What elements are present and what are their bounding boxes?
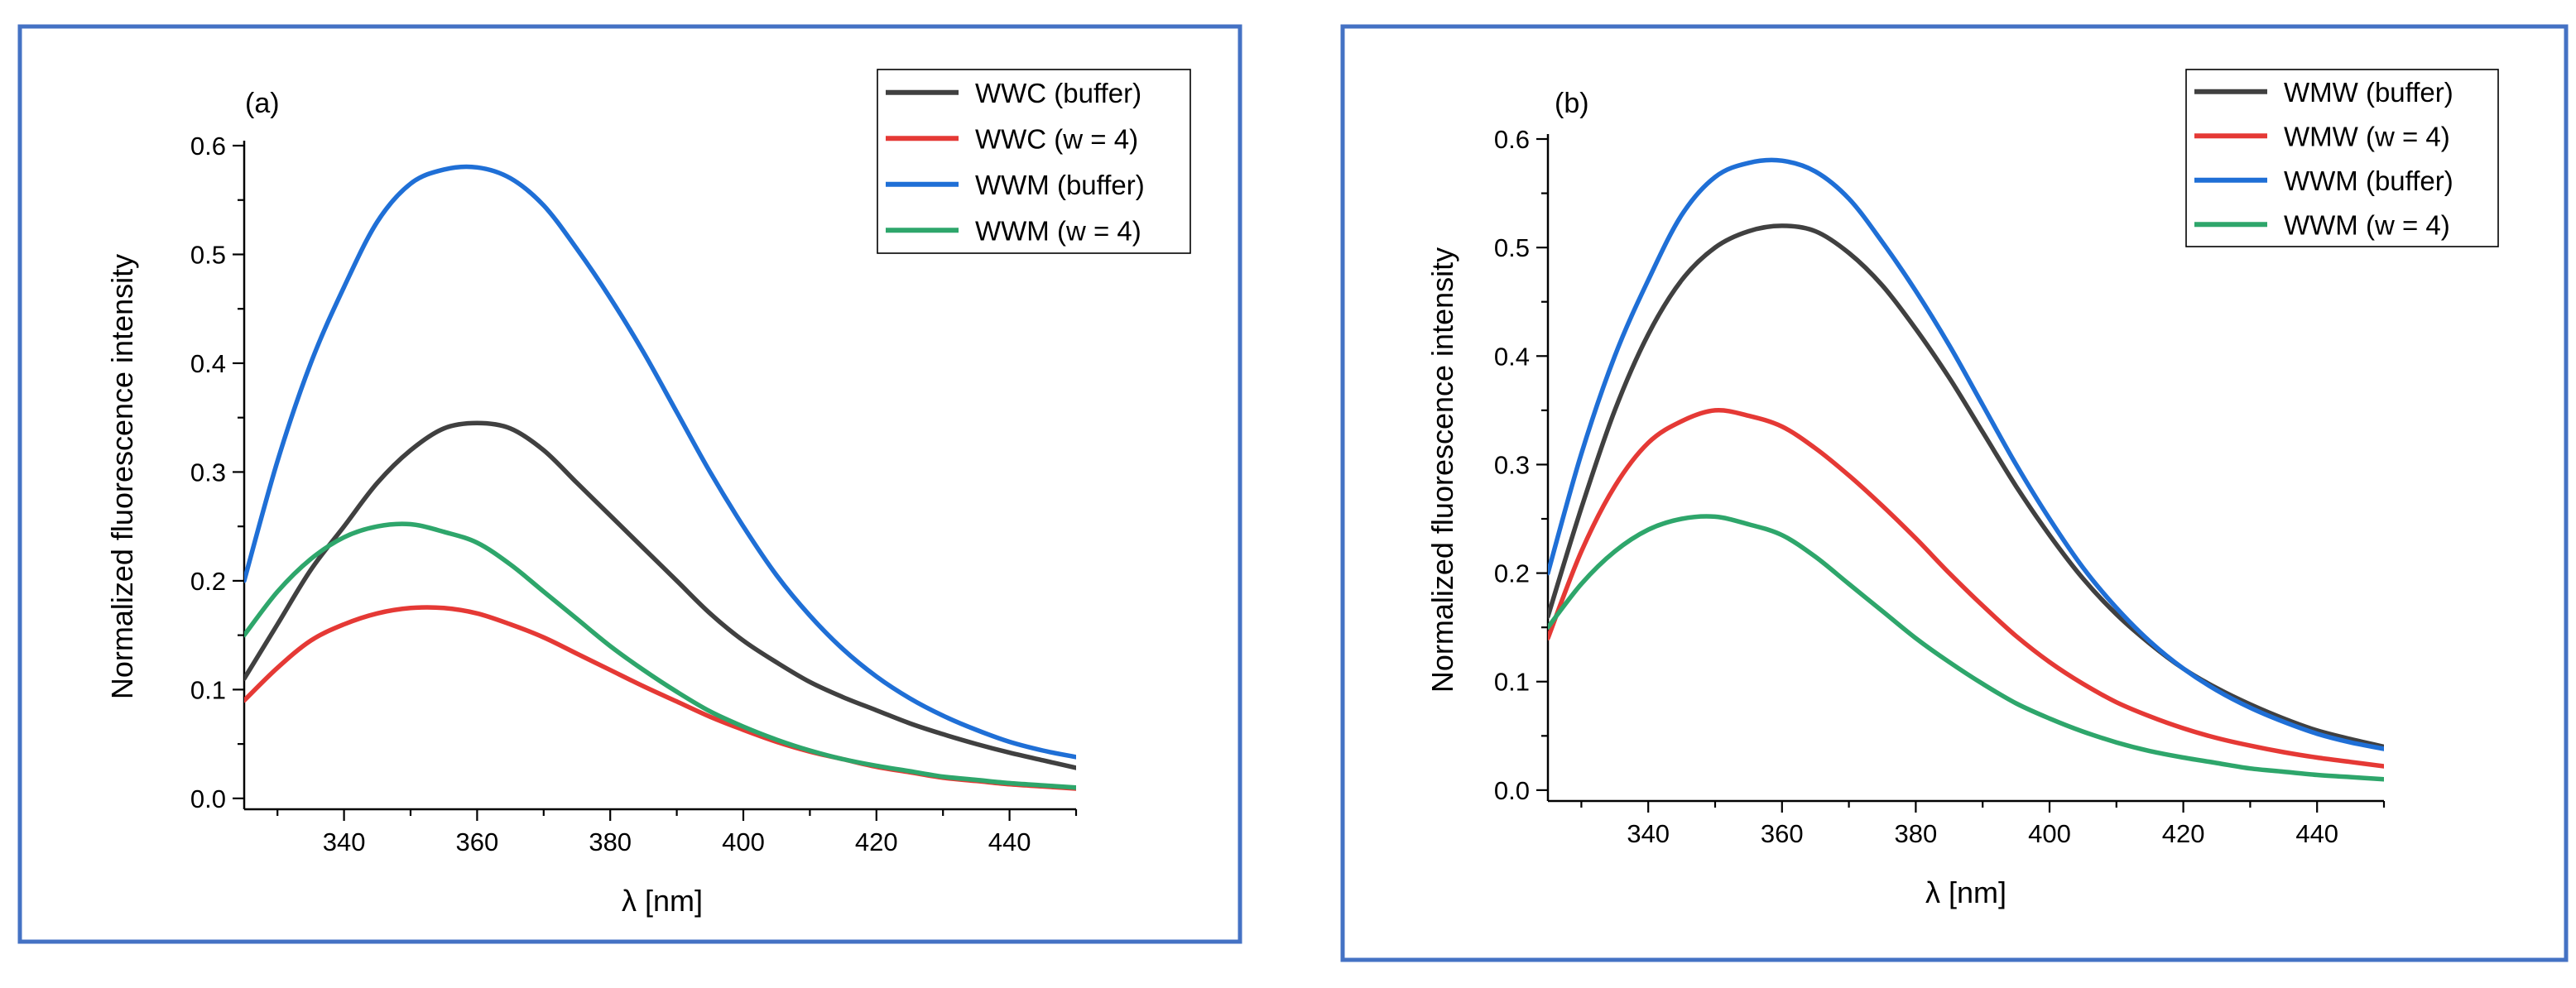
x-tick-label: 400 [722, 827, 765, 856]
legend-label: WWM (w = 4) [975, 215, 1141, 246]
y-tick-label: 0.2 [1494, 559, 1530, 588]
legend-label: WWC (w = 4) [975, 123, 1138, 154]
y-tick-label: 0.5 [1494, 233, 1530, 262]
y-tick-label: 0.1 [1494, 668, 1530, 697]
x-tick-label: 360 [1761, 819, 1804, 848]
y-tick-label: 0.4 [1494, 342, 1530, 371]
legend-label: WWM (buffer) [2284, 165, 2453, 196]
x-tick-label: 420 [2162, 819, 2205, 848]
legend-label: WWM (buffer) [975, 170, 1145, 200]
y-axis-title: Normalized fluorescence intensity [105, 254, 139, 699]
y-tick-label: 0.0 [1494, 776, 1530, 805]
series-line [244, 164, 1076, 760]
panel-label: (b) [1555, 88, 1589, 119]
series-line [1548, 514, 2384, 782]
series-line [244, 420, 1076, 770]
x-tick-label: 440 [988, 827, 1031, 856]
legend-box [877, 69, 1191, 254]
x-tick-label: 340 [323, 827, 366, 856]
x-axis-title: λ [nm] [1925, 875, 2006, 909]
panel-label: (a) [245, 88, 280, 119]
y-tick-label: 0.4 [190, 349, 226, 378]
y-tick-label: 0.3 [1494, 450, 1530, 479]
y-tick-label: 0.6 [190, 132, 226, 161]
series-line [1548, 157, 2384, 751]
legend-box [2185, 69, 2499, 247]
x-tick-label: 400 [2028, 819, 2071, 848]
x-axis-title: λ [nm] [622, 884, 703, 918]
y-tick-label: 0.6 [1494, 125, 1530, 154]
legend-label: WWC (buffer) [975, 78, 1141, 108]
x-tick-label: 440 [2295, 819, 2338, 848]
panel-frame [17, 24, 1242, 944]
y-axis-title: Normalized fluorescence intensity [1425, 247, 1459, 693]
x-tick-label: 380 [1895, 819, 1938, 848]
x-tick-label: 380 [589, 827, 632, 856]
y-tick-label: 0.1 [190, 675, 226, 704]
series-line [1548, 407, 2384, 769]
panel-frame [1340, 24, 2569, 962]
y-tick-label: 0.3 [190, 458, 226, 487]
y-tick-label: 0.2 [190, 567, 226, 596]
x-tick-label: 420 [855, 827, 898, 856]
legend-label: WMW (w = 4) [2284, 121, 2450, 151]
x-tick-label: 340 [1627, 819, 1670, 848]
series-line [244, 521, 1076, 790]
y-tick-label: 0.0 [190, 784, 226, 813]
panel-b: 340 360 380 400 420 440 0.0 0.1 0.2 0.3 0.4 0.5 0.6 λ… [1340, 24, 2569, 962]
series-line [1548, 223, 2384, 750]
legend-label: WWM (w = 4) [2284, 209, 2450, 240]
panel-a: 340 360 380 400 420 440 0.0 0.1 0.2 0.3 0.4 0.5 0.6 λ… [17, 24, 1242, 944]
y-tick-label: 0.5 [190, 240, 226, 269]
legend-label: WMW (buffer) [2284, 77, 2453, 108]
x-tick-label: 360 [456, 827, 499, 856]
